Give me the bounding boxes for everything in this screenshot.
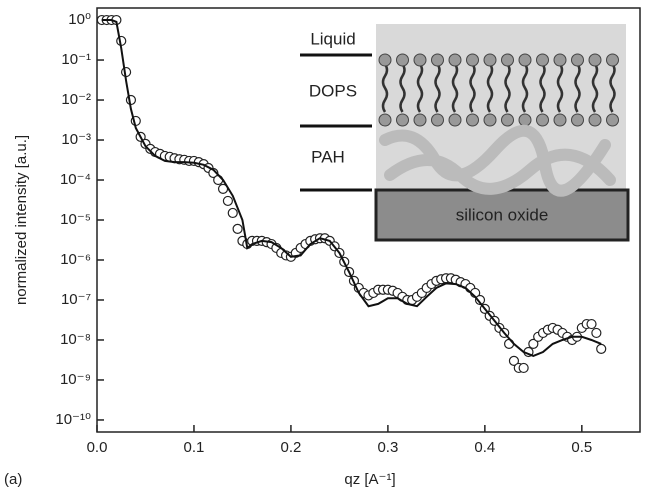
data-point [222, 195, 234, 207]
lipid-head [518, 113, 532, 127]
lipid-head [571, 113, 584, 127]
lipid-tail [504, 63, 511, 113]
y-tick-label: 10⁻⁶ [60, 251, 91, 268]
lipid-head [501, 113, 514, 127]
y-tick-label: 10⁻³ [61, 131, 91, 148]
y-tick-label: 10⁻⁴ [60, 171, 91, 188]
lipid-head [378, 113, 392, 127]
lipid-head [466, 53, 479, 67]
y-tick-label: 10⁻⁸ [60, 331, 91, 348]
inset-label: Liquid [310, 29, 355, 48]
y-tick-label: 10⁻⁹ [60, 371, 91, 388]
lipid-tail [609, 63, 616, 113]
x-axis-label: qz [A⁻¹] [344, 471, 395, 488]
lipid-head [431, 53, 444, 67]
x-tick-label: 0.2 [280, 439, 301, 456]
lipid-head [571, 53, 584, 67]
lipid-head [553, 53, 567, 67]
lipid-tail [434, 63, 441, 113]
lipid-head [536, 53, 549, 67]
lipid-head [448, 113, 462, 127]
lipid-head [606, 53, 619, 67]
lipid-tail [451, 63, 459, 113]
lipid-head [588, 113, 602, 127]
y-tick-label: 10⁻⁵ [60, 211, 91, 228]
y-tick-label: 10⁻¹ [61, 51, 91, 68]
y-tick-label: 10⁻⁷ [61, 291, 91, 308]
lipid-head [413, 53, 427, 67]
lipid-head [588, 53, 602, 67]
lipid-head [606, 113, 619, 127]
lipid-head [501, 53, 514, 67]
data-point [474, 294, 486, 306]
lipid-tail [469, 63, 476, 113]
polymer [379, 124, 616, 197]
lipid-head [448, 53, 462, 67]
lipid-head [378, 53, 392, 67]
annotation: (a) [4, 471, 22, 488]
lipid-tail [539, 63, 546, 113]
inset-diagram: Liquid DOPS PAH silicon oxide [300, 24, 630, 242]
x-tick-label: 0.3 [377, 439, 398, 456]
lipid-tail [591, 63, 599, 113]
data-point [596, 343, 607, 354]
lipid-tail [521, 63, 529, 113]
lipid-tail [381, 63, 389, 113]
inset-label: silicon oxide [456, 205, 549, 224]
lipid-head [396, 53, 409, 67]
inset-label: DOPS [309, 81, 357, 100]
y-tick-label: 10⁻¹⁰ [55, 411, 91, 428]
x-tick-label: 0.1 [184, 439, 205, 456]
data-point [125, 94, 137, 106]
lipid-tail [399, 63, 406, 113]
data-point [591, 327, 602, 339]
y-tick-label: 10⁰ [68, 11, 91, 28]
lipid-head [553, 113, 567, 127]
lipid-head [536, 113, 549, 127]
lipid-head [466, 113, 479, 127]
lipid-head [413, 113, 427, 127]
lipid-tail [416, 63, 424, 113]
lipid-head [483, 53, 497, 67]
data-point [518, 362, 529, 374]
lipid-tail [486, 63, 494, 113]
x-tick-label: 0.4 [474, 439, 495, 456]
lipid-head [431, 113, 444, 127]
data-point [232, 223, 243, 234]
lipid-head [483, 113, 497, 127]
data-point [227, 207, 238, 219]
lipid-tail [556, 63, 564, 113]
x-tick-label: 0.0 [87, 439, 108, 456]
data-point [508, 355, 520, 366]
data-point [528, 338, 539, 349]
lipid-head [396, 113, 409, 127]
x-tick-label: 0.5 [571, 439, 592, 456]
fit-line [101, 19, 602, 357]
y-tick-label: 10⁻² [61, 91, 91, 108]
lipid-head [518, 53, 532, 67]
y-axis-label: normalized intensity [a.u.] [13, 135, 30, 305]
data-point [586, 318, 597, 330]
inset-label: PAH [311, 147, 345, 166]
lipid-tail [574, 63, 581, 113]
